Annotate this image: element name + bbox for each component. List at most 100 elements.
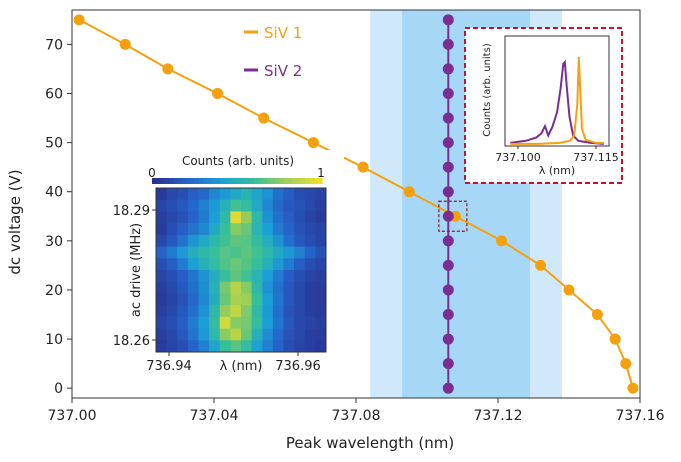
heatmap-cell-9-12 (283, 293, 295, 306)
heatmap-cell-13-12 (283, 340, 295, 353)
heatmap-cell-1-5 (209, 199, 221, 212)
heatmap-cell-3-6 (219, 223, 231, 236)
heatmap-cell-7-7 (230, 270, 242, 283)
series-1-point-3 (442, 87, 454, 99)
series-1-point-2 (442, 63, 454, 75)
heatmap-cell-3-11 (272, 223, 284, 236)
colorbar-segment-10 (194, 178, 200, 184)
heatmap-cell-12-1 (166, 328, 178, 341)
zoom-box-outline (438, 200, 468, 232)
y-tick-label-7: 70 (45, 37, 63, 53)
heatmap-cell-8-2 (177, 281, 189, 294)
series-1-point-10 (442, 259, 454, 271)
series-1-point-6 (442, 161, 454, 173)
heatmap-cell-3-0 (156, 223, 168, 236)
heatmap-cell-1-14 (304, 199, 316, 212)
heatmap-cell-11-4 (198, 316, 210, 329)
heatmap-cell-4-12 (283, 234, 295, 247)
heatmap-cell-12-5 (209, 328, 221, 341)
series-1-point-1 (442, 38, 454, 50)
heatmap-cell-9-7 (230, 293, 242, 306)
series-0-point-13 (609, 333, 621, 345)
series-1-point-12 (442, 309, 454, 321)
colorbar-segment-37 (309, 178, 315, 184)
inset-spectrum-1 (510, 56, 604, 145)
heatmap-cell-1-3 (187, 199, 199, 212)
heatmap-cell-12-6 (219, 328, 231, 341)
heatmap-cell-6-10 (262, 258, 274, 271)
heatmap-cell-7-6 (219, 270, 231, 283)
heatmap-cell-7-15 (315, 270, 327, 283)
heatmap-cell-10-13 (294, 305, 306, 318)
heatmap-cell-7-1 (166, 270, 178, 283)
heatmap-cell-6-4 (198, 258, 210, 271)
heatmap-cell-1-1 (166, 199, 178, 212)
heatmap-xlabel: λ (nm) (220, 359, 263, 374)
heatmap-cell-2-9 (251, 211, 263, 224)
heatmap-cell-1-4 (198, 199, 210, 212)
heatmap-cell-1-8 (241, 199, 253, 212)
series-0-point-15 (627, 382, 639, 394)
heatmap-cell-3-7 (230, 223, 242, 236)
heatmap-cell-6-2 (177, 258, 189, 271)
series-line-0 (78, 18, 634, 389)
heatmap-cell-0-11 (272, 188, 284, 201)
heatmap-cell-1-9 (251, 199, 263, 212)
y-tick-label-4: 40 (45, 185, 63, 201)
series-1-point-15 (442, 382, 454, 394)
heatmap-cell-12-11 (272, 328, 284, 341)
heatmap-cell-9-6 (219, 293, 231, 306)
heatmap-cell-4-14 (304, 234, 316, 247)
heatmap-cell-3-15 (315, 223, 327, 236)
heatmap-cell-0-14 (304, 188, 316, 201)
inset-spectrum-0 (510, 59, 604, 145)
colorbar-segment-6 (177, 178, 183, 184)
colorbar-segment-12 (203, 178, 208, 184)
heatmap-cell-7-14 (304, 270, 316, 283)
heatmap-cell-1-15 (315, 199, 327, 212)
series-0-point-12 (591, 309, 603, 321)
heatmap-cell-10-9 (251, 305, 263, 318)
heatmap-cell-2-14 (304, 211, 316, 224)
heatmap-cell-11-7 (230, 316, 242, 329)
series-1-point-8 (442, 210, 454, 222)
series-0-point-1 (119, 38, 131, 50)
y-axis-label: dc voltage (V) (6, 169, 24, 274)
heatmap-cell-7-12 (283, 270, 295, 283)
heatmap-x-tick-label-0: 736.94 (146, 359, 192, 374)
colorbar-segment-32 (288, 178, 293, 184)
heatmap-cell-0-13 (294, 188, 306, 201)
heatmap-cell-13-10 (262, 340, 274, 353)
heatmap-cell-7-13 (294, 270, 306, 283)
heatmap-cell-10-5 (209, 305, 221, 318)
heatmap-cell-11-9 (251, 316, 263, 329)
heatmap-cell-11-1 (166, 316, 178, 329)
colorbar-segment-35 (300, 178, 306, 184)
series-1-point-4 (442, 112, 454, 124)
heatmap-cell-1-6 (219, 199, 231, 212)
heatmap-cell-12-8 (241, 328, 253, 341)
heatmap-cell-6-0 (156, 258, 168, 271)
colorbar-segment-36 (305, 178, 310, 184)
heatmap-cell-10-3 (187, 305, 199, 318)
heatmap-cell-8-5 (209, 281, 221, 294)
heatmap-cell-11-11 (272, 316, 284, 329)
heatmap-cell-10-4 (198, 305, 210, 318)
heatmap-cell-6-6 (219, 258, 231, 271)
heatmap-y-tick-label-0: 18.29 (113, 204, 150, 219)
colorbar-segment-17 (224, 178, 230, 184)
heatmap-cell-2-11 (272, 211, 284, 224)
heatmap-cell-9-1 (166, 293, 178, 306)
main-axes: 737.00 737.04 737.08 737.12 737.160102030405… (45, 9, 665, 424)
heatmap-frame (155, 187, 327, 353)
inset-x-tick-label-0: 737.100 (495, 151, 541, 164)
heatmap-cell-5-15 (315, 246, 327, 259)
inset-spectra-ylabel: Counts (arb. units) (482, 43, 493, 137)
heatmap-cell-4-15 (315, 234, 327, 247)
inset-heatmap: Counts (arb. units) 0 1 18.29 18.26 736.94… (112, 150, 344, 378)
colorbar-segment-24 (254, 178, 259, 184)
heatmap-cell-10-0 (156, 305, 168, 318)
heatmap-cell-8-9 (251, 281, 263, 294)
heatmap-cell-6-7 (230, 258, 242, 271)
